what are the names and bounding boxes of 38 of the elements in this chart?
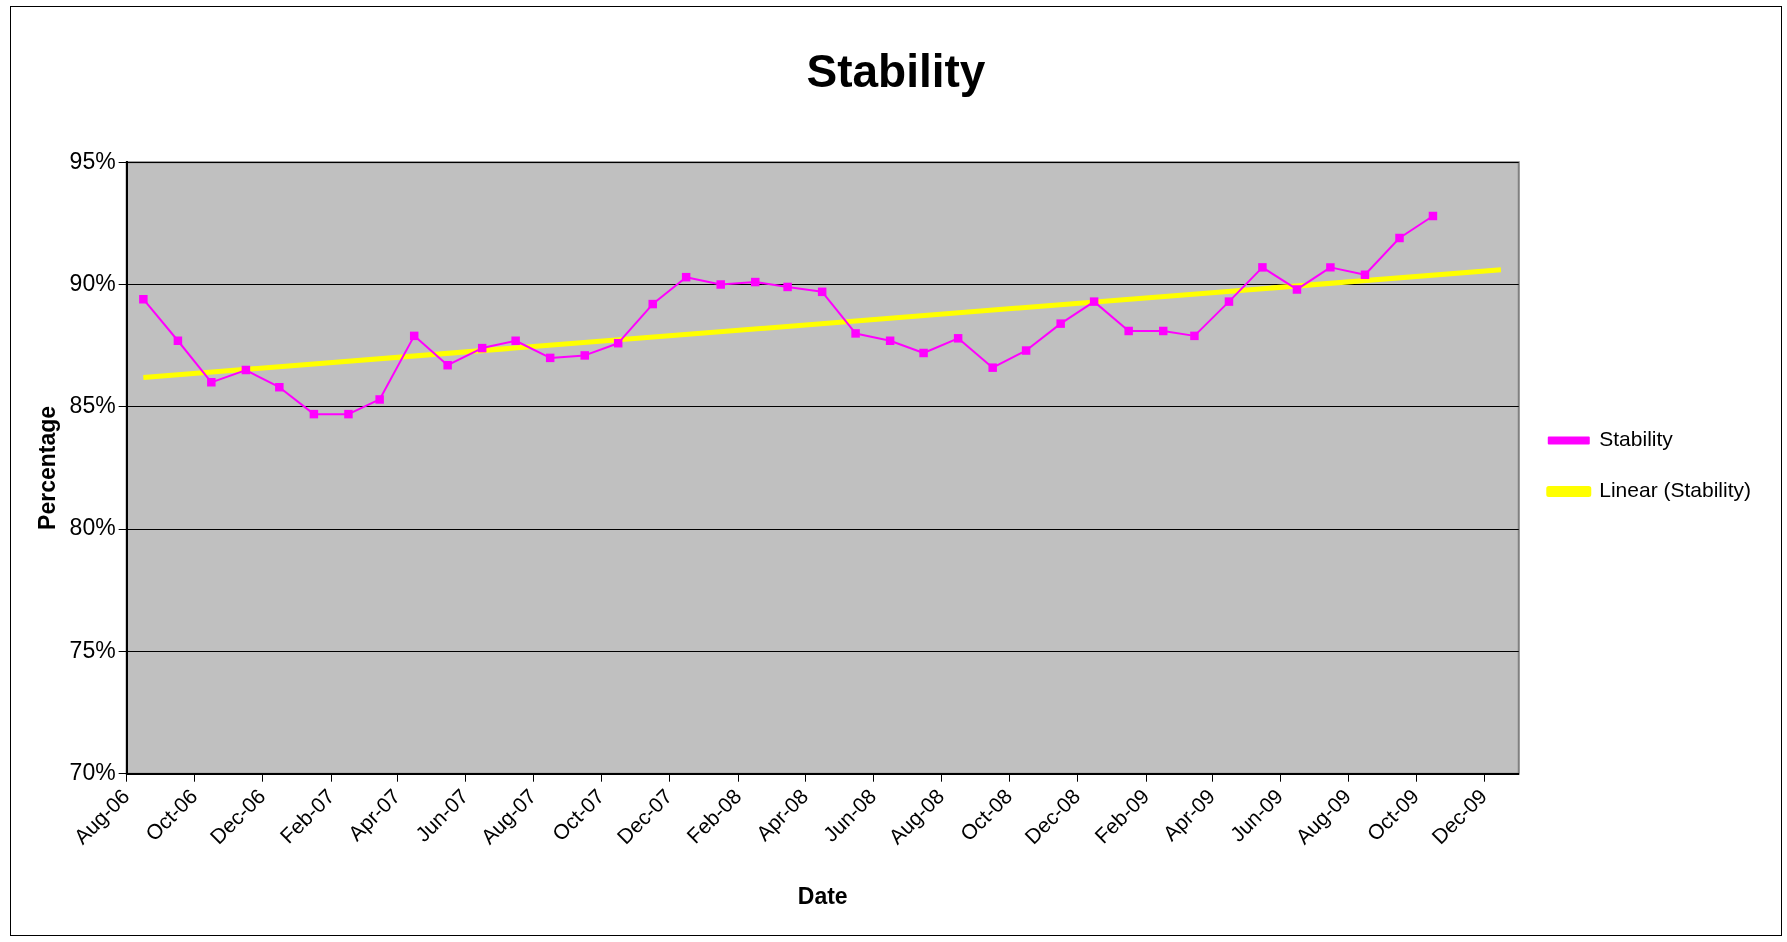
y-axis-title: Percentage [34,405,61,530]
point [1190,331,1199,341]
point [344,409,353,419]
legend-label: Linear (Stability) [1599,478,1752,502]
chart-title: Stability [806,45,986,98]
point [1292,285,1302,294]
point [1326,263,1335,272]
y-tick-label: 85% [69,392,116,419]
point [953,334,963,343]
point [648,299,657,309]
point [919,348,928,358]
point [1258,263,1267,272]
legend-label: Stability [1599,427,1674,451]
point [139,294,148,304]
point [1360,270,1370,279]
y-tick-label: 95% [69,147,116,174]
point [1395,233,1404,243]
point [751,277,760,287]
point [1124,326,1133,336]
point [783,282,792,292]
point [1056,319,1065,328]
point [1021,346,1031,355]
point [988,363,997,372]
point [207,378,216,387]
point [511,336,520,345]
point [1224,297,1234,306]
y-tick-label: 70% [69,759,116,786]
point [851,329,860,338]
point [580,351,589,360]
y-tick-label: 75% [69,636,116,663]
x-axis-title: Date [797,882,848,909]
y-tick-label: 80% [69,514,116,541]
point [375,395,384,404]
point [275,382,284,392]
point [1089,297,1099,306]
point [443,360,452,370]
y-tick-label: 90% [69,269,116,296]
point [716,280,725,289]
